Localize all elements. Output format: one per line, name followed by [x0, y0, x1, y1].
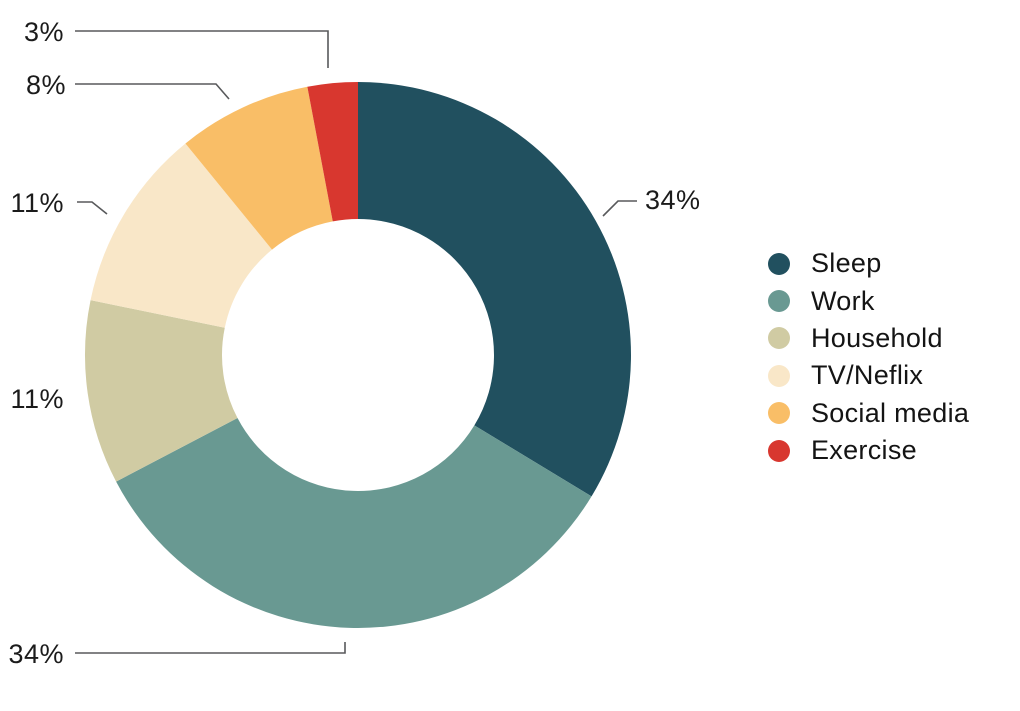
legend-dot-exercise	[768, 439, 790, 462]
callout-exercise-percent: 3%	[23, 17, 64, 47]
legend-item-work: Work	[768, 282, 969, 319]
callout-sleep-percent: 34%	[645, 185, 701, 215]
callout-work-percent: 34%	[8, 639, 64, 669]
legend-dot-work	[768, 290, 790, 313]
slice-exercise	[307, 82, 358, 222]
legend-item-tv: TV/Neflix	[768, 357, 969, 394]
legend-label-social-media: Social media	[811, 397, 970, 428]
slice-sleep	[358, 82, 631, 497]
legend-dot-social-media	[768, 402, 790, 425]
legend-label-tv: TV/Neflix	[811, 360, 924, 391]
leader-line-work	[75, 642, 346, 654]
legend-item-exercise: Exercise	[768, 432, 969, 469]
legend-item-household: Household	[768, 320, 969, 357]
legend: Sleep Work Household TV/Neflix Social me…	[768, 245, 969, 469]
legend-dot-tv	[768, 364, 790, 387]
slice-work	[116, 418, 592, 628]
legend-dot-sleep	[768, 252, 790, 275]
leader-line-sleep	[602, 200, 637, 217]
callout-tv-percent: 11%	[10, 188, 64, 218]
leader-line-exercise	[75, 30, 329, 68]
slice-social-media	[185, 86, 333, 250]
legend-dot-household	[768, 327, 790, 350]
callout-social-percent: 8%	[25, 70, 66, 100]
leader-line-social	[75, 83, 230, 100]
slice-tv-neflix	[90, 143, 273, 328]
legend-item-social-media: Social media	[768, 395, 969, 432]
legend-label-exercise: Exercise	[811, 435, 917, 466]
legend-label-household: Household	[811, 322, 943, 353]
callout-household-percent: 11%	[10, 384, 64, 414]
slice-household	[84, 300, 238, 482]
legend-item-sleep: Sleep	[768, 245, 969, 282]
legend-label-work: Work	[811, 285, 875, 316]
legend-label-sleep: Sleep	[811, 248, 882, 279]
leader-line-tv	[77, 201, 108, 215]
